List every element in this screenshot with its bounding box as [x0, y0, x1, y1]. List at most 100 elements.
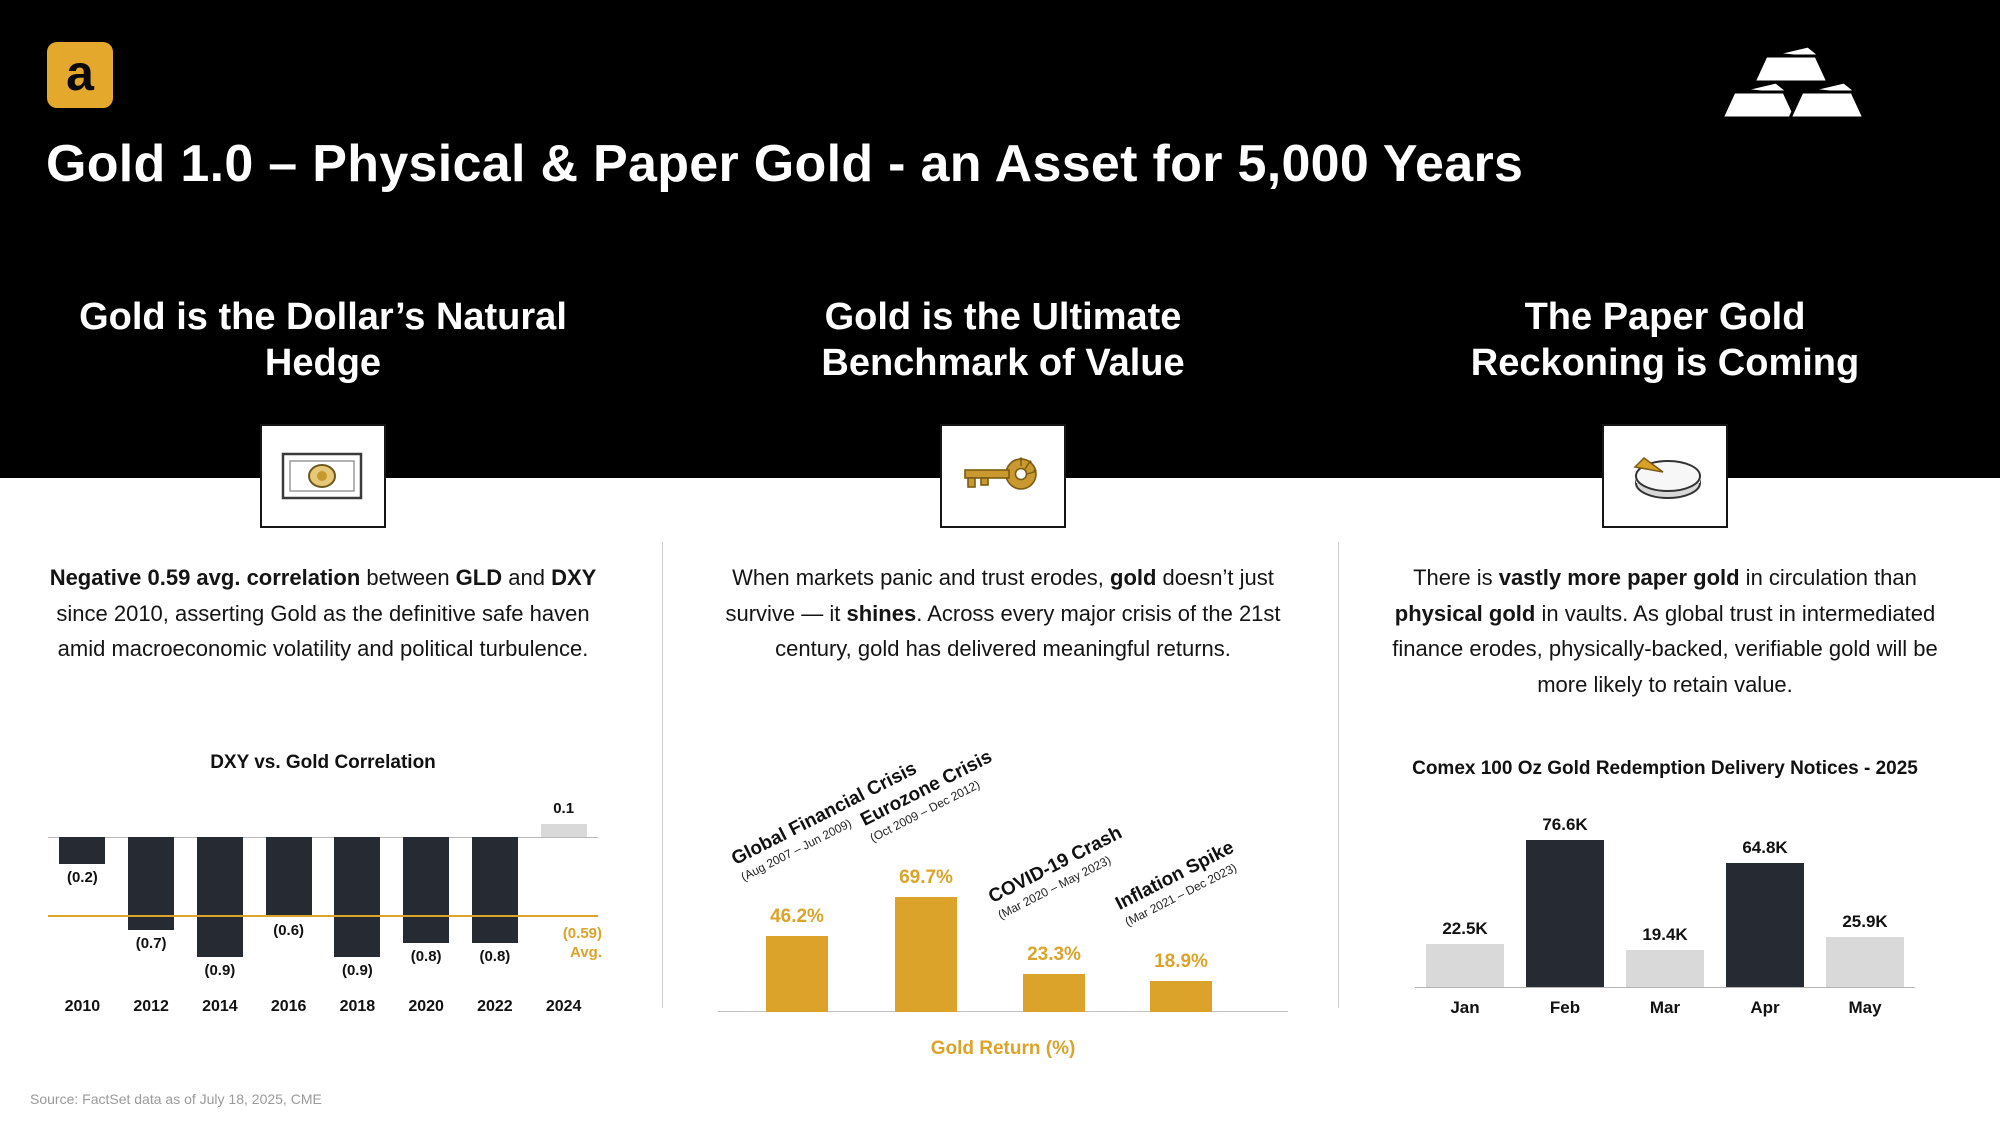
text-segment: and — [502, 565, 552, 590]
column-divider — [1338, 542, 1339, 1008]
text-segment: Negative 0.59 avg. correlation — [49, 565, 361, 590]
chart-plot: 22.5K Jan 76.6K Feb 19.4K Mar 64.8K Apr 25.9K May — [1415, 814, 1915, 1017]
column-divider — [662, 542, 663, 1008]
text-segment: doesn’t just survive — it — [725, 565, 1274, 626]
source-note: Source: FactSet data as of July 18, 2025… — [30, 1091, 322, 1107]
text-segment: There is — [1413, 565, 1499, 590]
dxy-gold-correlation-chart: DXY vs. Gold Correlation (0.2) 2010 (0.7) 2… — [48, 752, 602, 1020]
average-line — [48, 915, 598, 918]
zero-axis-line — [48, 837, 598, 838]
average-line-label: (0.59) Avg. — [562, 925, 602, 962]
bar-value-label: 0.1 — [553, 799, 575, 817]
x-tick-label: May — [1848, 998, 1882, 1017]
column-heading-hedge: Gold is the Dollar’s Natural Hedge — [13, 294, 633, 387]
bar-value-label: 19.4K — [1642, 924, 1688, 944]
bar-value-label: 23.3% — [1027, 943, 1081, 965]
x-tick-label: 2016 — [270, 998, 307, 1015]
gold-return-crisis-chart: 46.2% Global Financial Crisis (Aug 2007 – … — [718, 715, 1288, 1060]
bar — [1426, 943, 1504, 987]
bar-value-label: 64.8K — [1742, 837, 1788, 857]
bar-value-label: (0.7) — [135, 935, 167, 953]
header-band: a Gold 1.0 – Physical & Paper Gold - an … — [0, 0, 2000, 478]
icon-box-dollar — [260, 424, 386, 528]
text-segment: When markets panic and trust erodes, — [732, 565, 1110, 590]
text-segment: DXY — [551, 565, 597, 590]
chart-plot: 46.2% Global Financial Crisis (Aug 2007 – … — [718, 715, 1288, 1012]
bar — [334, 837, 381, 957]
bar — [1150, 980, 1212, 1012]
x-tick-label: 2022 — [477, 998, 513, 1015]
bar-value-label: 76.6K — [1542, 814, 1588, 834]
bar-value-label: (0.8) — [410, 948, 442, 966]
text-segment: gold — [1110, 565, 1157, 590]
bar — [1626, 949, 1704, 987]
pie-chart-icon — [1633, 457, 1701, 499]
column-paragraph-hedge: Negative 0.59 avg. correlation between G… — [48, 560, 598, 667]
x-tick-label: Feb — [1549, 998, 1581, 1017]
bar-value-label: (0.2) — [66, 868, 98, 886]
x-tick-label: Mar — [1649, 998, 1681, 1017]
bar-value-label: (0.8) — [479, 948, 511, 966]
text-segment: physical gold — [1394, 600, 1536, 626]
baseline-axis-line — [718, 1011, 1288, 1012]
bar — [1826, 937, 1904, 987]
bar-value-label: 46.2% — [770, 905, 824, 927]
x-tick-label: 2014 — [202, 998, 238, 1015]
bar-value-label: 18.9% — [1154, 950, 1208, 972]
column-paragraph-reckoning: There is vastly more paper gold in circu… — [1372, 560, 1958, 703]
bar — [471, 837, 518, 944]
heading-line: Benchmark of Value — [821, 342, 1185, 385]
heading-line: Hedge — [264, 342, 382, 385]
chart-plot: (0.2) 2010 (0.7) 2012 (0.9) 2014 (0.6) 2016 (0.9… — [48, 790, 602, 1020]
x-tick-label: 2020 — [408, 998, 444, 1015]
bar — [265, 837, 312, 917]
icon-box-key — [940, 424, 1066, 528]
bar — [1726, 862, 1804, 987]
heading-line: Gold is the Ultimate — [824, 296, 1182, 338]
heading-line: Reckoning is Coming — [1470, 342, 1860, 385]
text-segment: vastly more paper gold — [1498, 565, 1740, 590]
text-segment: in vaults. As global trust in intermedia… — [1392, 600, 1938, 697]
bar — [128, 837, 175, 931]
bar — [540, 823, 587, 837]
bar — [196, 837, 243, 957]
bar — [403, 837, 450, 944]
bar-value-label: 22.5K — [1442, 918, 1488, 938]
logo-letter: a — [66, 45, 94, 101]
dollar-bill-icon — [281, 452, 363, 500]
gold-key-icon — [964, 457, 1037, 490]
heading-line: The Paper Gold — [1524, 296, 1806, 338]
category-label-group: COVID-19 Crash (Mar 2020 – May 2023) — [985, 822, 1133, 922]
heading-line: Gold is the Dollar’s Natural — [79, 296, 567, 338]
text-segment: since 2010, asserting Gold as the defini… — [56, 600, 590, 662]
bar — [1023, 973, 1085, 1012]
text-segment: GLD — [455, 565, 503, 590]
icon-box-pie — [1602, 424, 1728, 528]
text-segment: shines — [846, 600, 917, 626]
column-heading-reckoning: The Paper Gold Reckoning is Coming — [1355, 294, 1975, 387]
chart-title: Comex 100 Oz Gold Redemption Delivery No… — [1412, 758, 1918, 779]
slide-title: Gold 1.0 – Physical & Paper Gold - an As… — [46, 135, 1524, 193]
bar — [895, 897, 957, 1012]
bar-value-label: (0.6) — [273, 921, 305, 939]
text-segment: . Across every major crisis of the 21st … — [775, 600, 1281, 662]
x-tick-label: 2018 — [339, 998, 376, 1015]
gold-bars-icon — [1719, 44, 1867, 120]
column-heading-benchmark: Gold is the Ultimate Benchmark of Value — [693, 294, 1313, 387]
x-tick-label: 2010 — [64, 998, 101, 1015]
brand-logo: a — [47, 42, 113, 108]
bar-value-label: 69.7% — [899, 867, 953, 888]
text-segment: in circulation than — [1739, 565, 1917, 590]
bar-value-label: (0.9) — [341, 961, 373, 979]
x-tick-label: Apr — [1750, 998, 1780, 1017]
bar-value-label: 25.9K — [1842, 912, 1888, 932]
bar — [766, 935, 828, 1012]
x-tick-label: 2012 — [133, 998, 169, 1015]
bar — [1526, 839, 1604, 987]
x-tick-label: 2024 — [545, 998, 582, 1015]
text-segment: between — [360, 565, 456, 590]
column-paragraph-benchmark: When markets panic and trust erodes, gol… — [713, 560, 1293, 667]
x-tick-label: Jan — [1450, 998, 1480, 1017]
chart-title: DXY vs. Gold Correlation — [210, 752, 436, 773]
